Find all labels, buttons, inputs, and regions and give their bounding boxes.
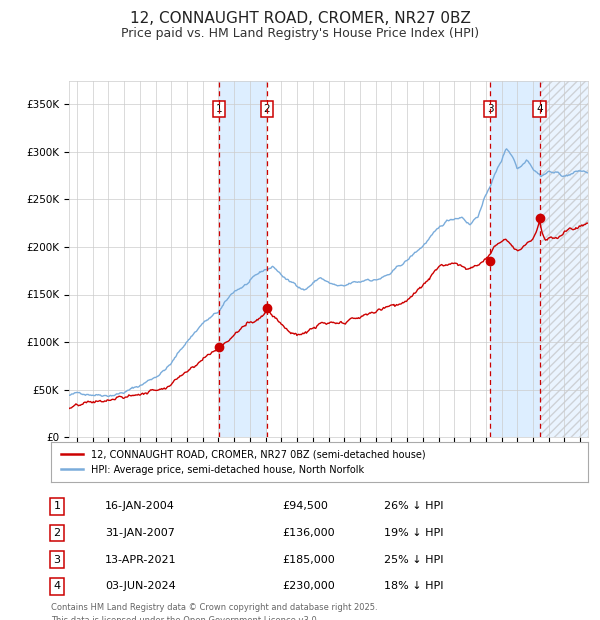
Text: 16-JAN-2004: 16-JAN-2004 — [105, 501, 175, 512]
Text: 2: 2 — [53, 528, 61, 538]
Text: 1: 1 — [53, 501, 61, 512]
Text: £136,000: £136,000 — [282, 528, 335, 538]
Text: 18% ↓ HPI: 18% ↓ HPI — [384, 581, 443, 591]
Text: 3: 3 — [53, 554, 61, 565]
Text: £230,000: £230,000 — [282, 581, 335, 591]
Text: 13-APR-2021: 13-APR-2021 — [105, 554, 176, 565]
Text: 26% ↓ HPI: 26% ↓ HPI — [384, 501, 443, 512]
Text: £185,000: £185,000 — [282, 554, 335, 565]
Bar — [539, 81, 588, 437]
Text: 1: 1 — [216, 104, 223, 114]
Text: Price paid vs. HM Land Registry's House Price Index (HPI): Price paid vs. HM Land Registry's House … — [121, 27, 479, 40]
Text: 19% ↓ HPI: 19% ↓ HPI — [384, 528, 443, 538]
Text: 12, CONNAUGHT ROAD, CROMER, NR27 0BZ: 12, CONNAUGHT ROAD, CROMER, NR27 0BZ — [130, 11, 470, 25]
Bar — [490, 81, 539, 437]
Text: 4: 4 — [536, 104, 543, 114]
Legend: 12, CONNAUGHT ROAD, CROMER, NR27 0BZ (semi-detached house), HPI: Average price, : 12, CONNAUGHT ROAD, CROMER, NR27 0BZ (se… — [59, 447, 428, 477]
Text: 4: 4 — [53, 581, 61, 591]
Text: 31-JAN-2007: 31-JAN-2007 — [105, 528, 175, 538]
Text: This data is licensed under the Open Government Licence v3.0.: This data is licensed under the Open Gov… — [51, 616, 319, 620]
Text: 2: 2 — [263, 104, 270, 114]
Text: Contains HM Land Registry data © Crown copyright and database right 2025.: Contains HM Land Registry data © Crown c… — [51, 603, 377, 612]
Bar — [219, 81, 267, 437]
Text: 03-JUN-2024: 03-JUN-2024 — [105, 581, 176, 591]
Text: 25% ↓ HPI: 25% ↓ HPI — [384, 554, 443, 565]
Text: 3: 3 — [487, 104, 493, 114]
Text: £94,500: £94,500 — [282, 501, 328, 512]
